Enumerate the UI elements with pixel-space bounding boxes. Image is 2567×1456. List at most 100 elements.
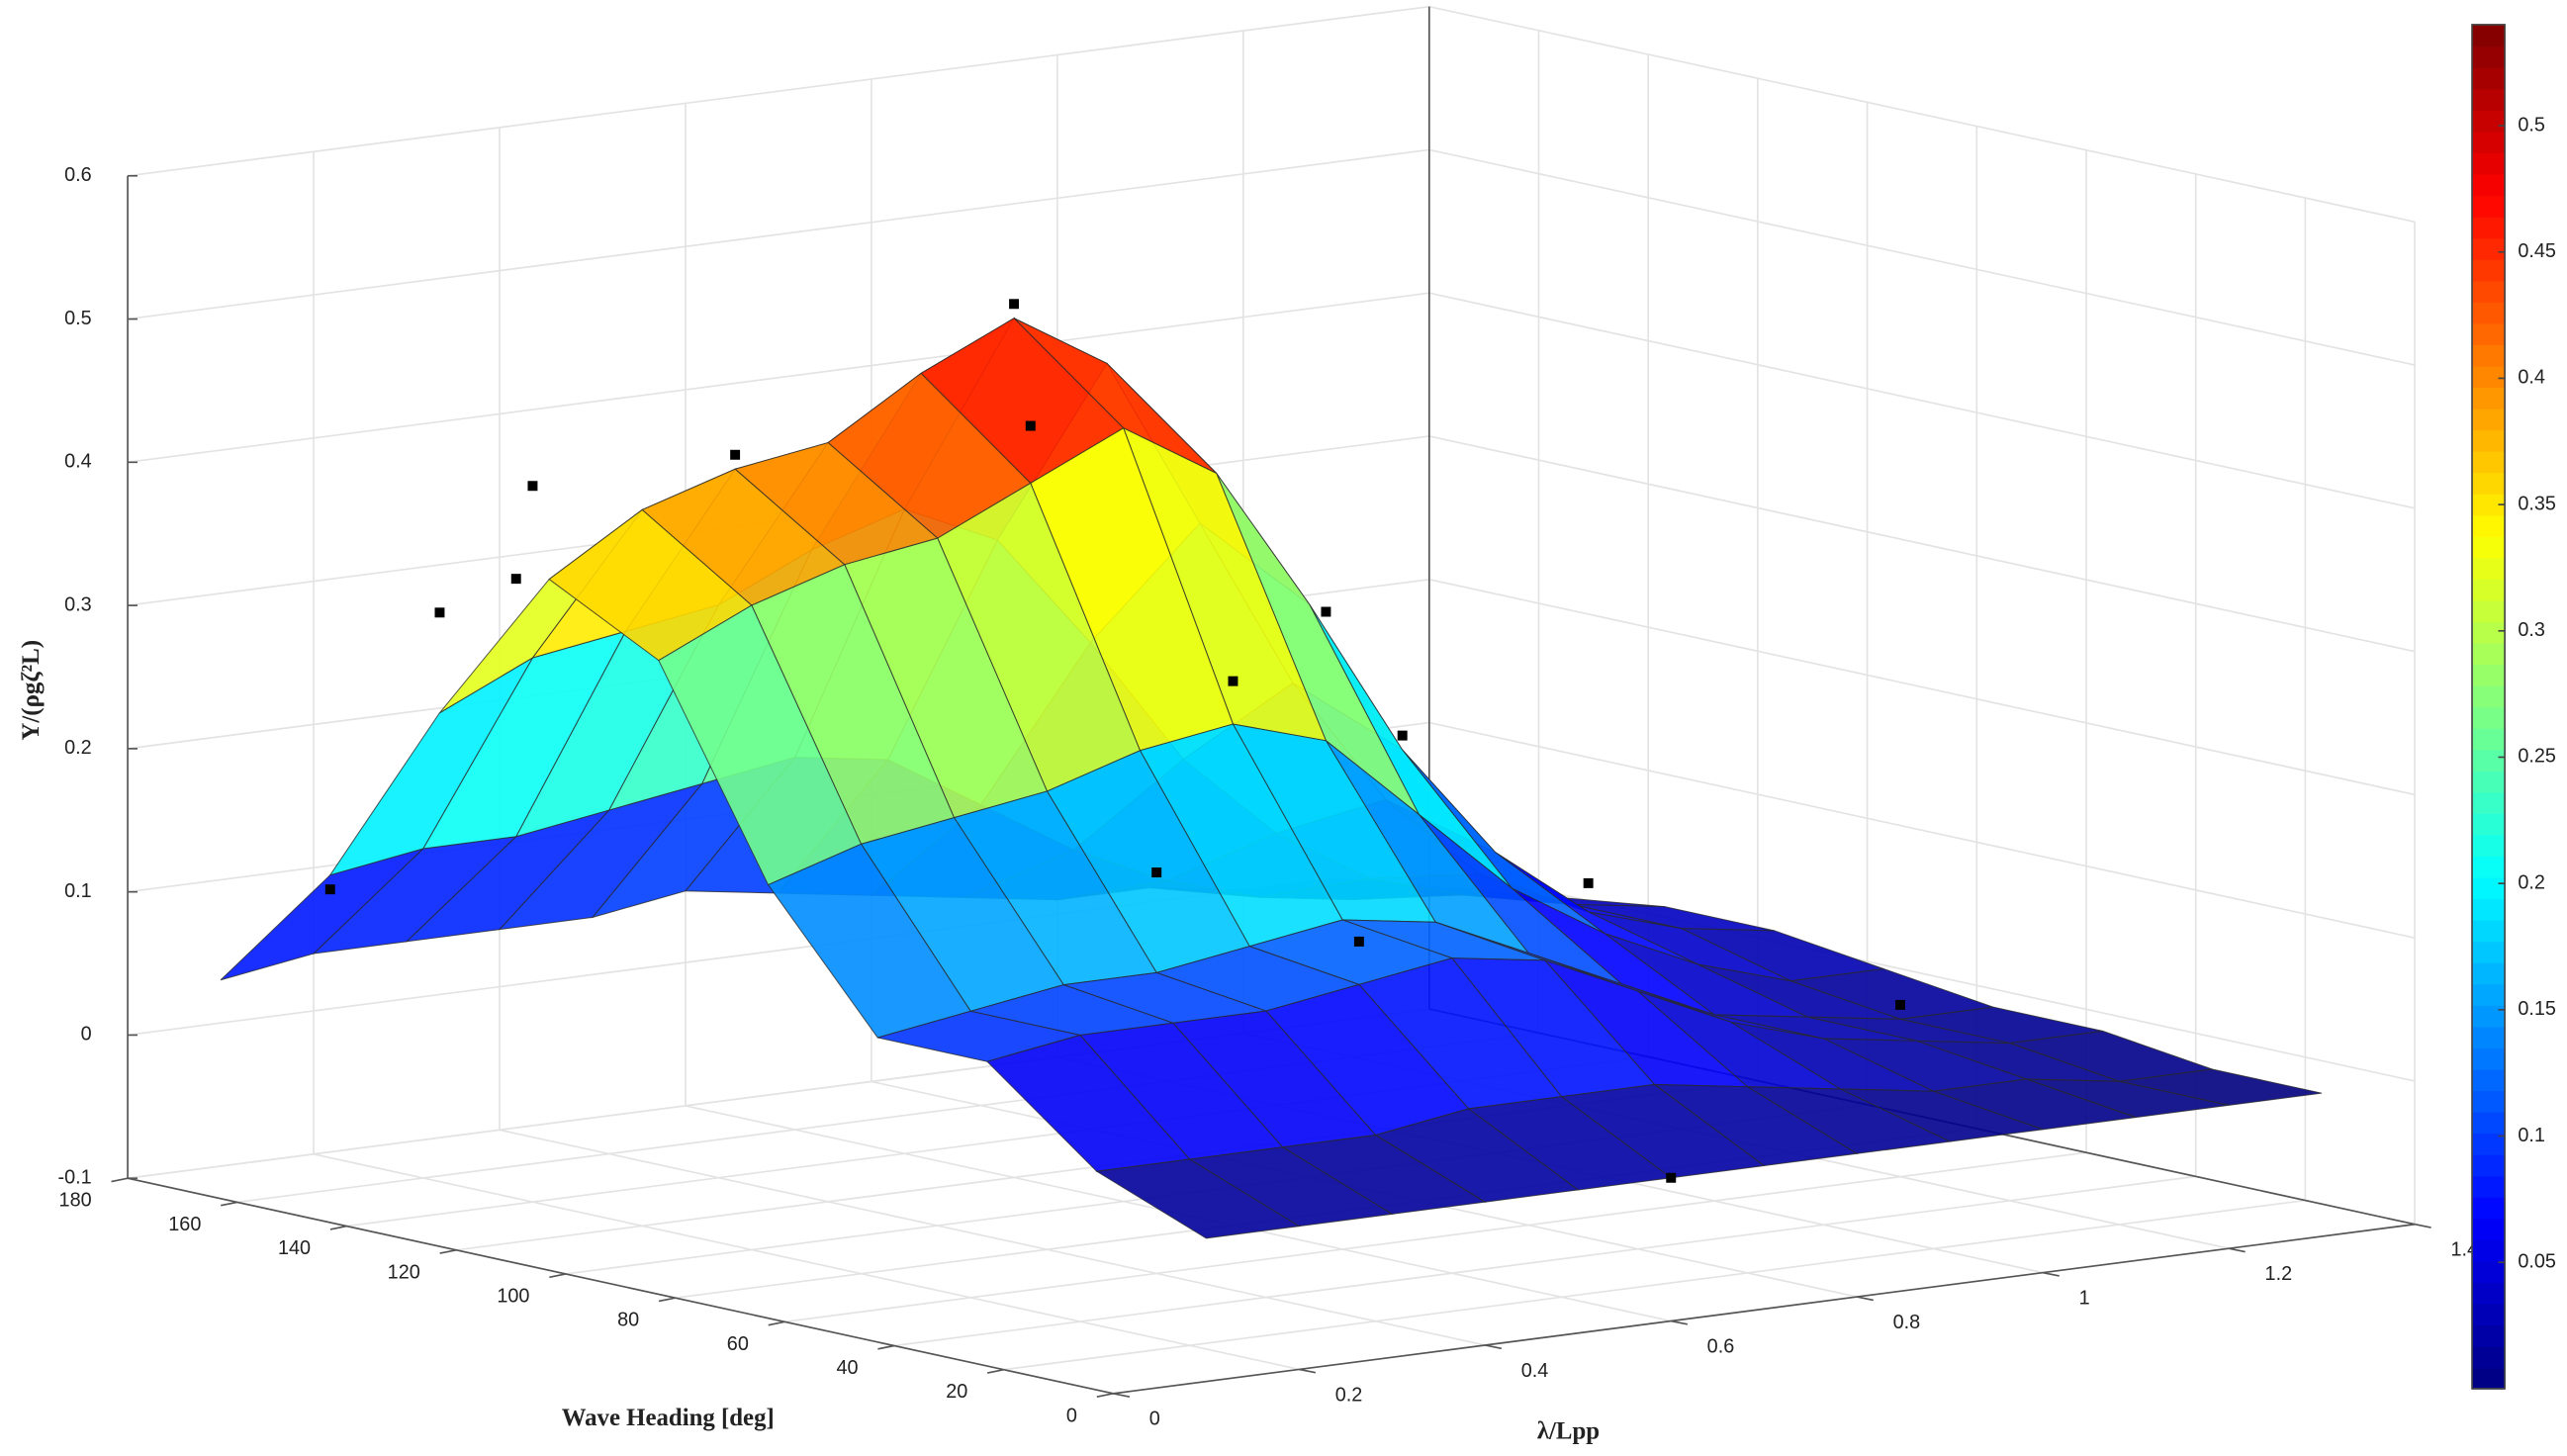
colorbar-band (2472, 450, 2506, 474)
tick-mark (1096, 1393, 1114, 1399)
y-tick-label: 140 (278, 1237, 311, 1259)
tick-mark (329, 1225, 347, 1230)
x-tick-label: 0.4 (1521, 1360, 1549, 1382)
grid-line (1428, 5, 2416, 224)
y-tick-label: 100 (497, 1285, 529, 1307)
colorbar-band (2472, 961, 2506, 985)
colorbar-band (2472, 302, 2506, 324)
grid-line (1428, 435, 2416, 653)
colorbar-band (2472, 408, 2506, 431)
y-tick-label: 80 (617, 1310, 639, 1331)
colorbar-band (2472, 983, 2506, 1006)
colorbar-band (2472, 1345, 2506, 1369)
x-axis-title: λ/Lpp (1537, 1417, 1600, 1444)
colorbar-band (2472, 1175, 2506, 1198)
colorbar-tick-label: 0.5 (2518, 114, 2545, 136)
colorbar-frame (2471, 24, 2506, 1390)
data-point (1397, 730, 1408, 741)
colorbar-band (2472, 1196, 2506, 1220)
colorbar-band (2472, 684, 2506, 708)
data-point (1895, 999, 1905, 1010)
z-axis-title: Y/(ρgζ²L) (18, 640, 45, 741)
y-tick-label: 160 (168, 1214, 201, 1235)
tick-mark (221, 1201, 237, 1207)
colorbar-band (2472, 46, 2506, 68)
tick-mark (111, 1177, 129, 1183)
colorbar-band (2472, 664, 2506, 686)
tick-mark (2414, 1223, 2431, 1228)
colorbar-band (2472, 258, 2506, 282)
tick-mark (1485, 1344, 1503, 1350)
z-tick-label: 0.5 (64, 308, 92, 329)
colorbar-band (2472, 1068, 2506, 1092)
grid-line (127, 148, 1429, 320)
tick-mark (877, 1344, 895, 1350)
data-point (1321, 606, 1331, 617)
data-point (1583, 877, 1594, 888)
tick-mark (768, 1320, 785, 1326)
y-tick-label: 20 (946, 1381, 967, 1403)
data-point (1353, 936, 1364, 947)
colorbar-band (2472, 322, 2506, 345)
colorbar-band (2472, 642, 2506, 666)
grid-line (1003, 1199, 2306, 1371)
colorbar-band (2472, 1367, 2506, 1390)
colorbar-tick-label: 0.35 (2518, 493, 2556, 514)
colorbar-band (2472, 1303, 2506, 1326)
colorbar-band (2472, 813, 2506, 836)
colorbar-band (2472, 88, 2506, 111)
colorbar-band (2472, 387, 2506, 410)
tick-mark (1857, 1296, 1874, 1302)
colorbar-band (2472, 834, 2506, 858)
colorbar-band (2472, 195, 2506, 218)
colorbar-band (2472, 344, 2506, 367)
z-tick-label: 0 (81, 1024, 92, 1046)
data-point (1025, 420, 1036, 431)
x-tick-label: 0.2 (1335, 1384, 1363, 1406)
colorbar-band (2472, 579, 2506, 601)
colorbar-band (2472, 706, 2506, 729)
x-tick-label: 0.8 (1893, 1312, 1921, 1333)
z-tick-label: 0.4 (64, 451, 92, 473)
data-point (1009, 299, 1020, 310)
grid-line (784, 1151, 2087, 1323)
tick-mark (1113, 1393, 1131, 1399)
grid-line (1428, 292, 2416, 509)
tick-mark (2043, 1271, 2060, 1277)
colorbar-band (2472, 1005, 2506, 1028)
tick-mark (986, 1368, 1004, 1374)
colorbar-band (2472, 621, 2506, 644)
colorbar-band (2472, 1239, 2506, 1262)
y-tick-label: 180 (59, 1190, 92, 1212)
colorbar-tick-label: 0.1 (2518, 1125, 2545, 1146)
grid-line (1428, 148, 2416, 366)
tick-mark (1299, 1368, 1317, 1374)
colorbar-band (2472, 1282, 2506, 1305)
grid-line (1428, 721, 2416, 939)
colorbar-band (2472, 280, 2506, 303)
grid-line (313, 1152, 1300, 1371)
colorbar-band (2472, 1133, 2506, 1155)
x-tick-label: 1 (2079, 1287, 2090, 1309)
colorbar-band (2472, 1260, 2506, 1283)
grid-line (893, 1175, 2196, 1347)
tick-mark (439, 1248, 457, 1254)
data-point (324, 884, 335, 895)
axis-line (127, 1177, 1114, 1395)
colorbar-tick-label: 0.3 (2518, 619, 2545, 641)
z-tick-label: 0.3 (64, 593, 92, 615)
colorbar-band (2472, 727, 2506, 751)
z-tick-label: 0.6 (64, 164, 92, 186)
colorbar-tick-label: 0.2 (2518, 871, 2545, 893)
tick-mark (549, 1273, 567, 1279)
colorbar-band (2472, 365, 2506, 389)
y-axis-title: Wave Heading [deg] (562, 1405, 775, 1431)
colorbar-band (2472, 24, 2506, 47)
colorbar-band (2472, 1218, 2506, 1240)
colorbar-band (2472, 771, 2506, 793)
z-tick-label: 0.2 (64, 737, 92, 759)
grid-line (127, 292, 1429, 464)
colorbar-band (2472, 599, 2506, 623)
colorbar-band (2472, 919, 2506, 943)
